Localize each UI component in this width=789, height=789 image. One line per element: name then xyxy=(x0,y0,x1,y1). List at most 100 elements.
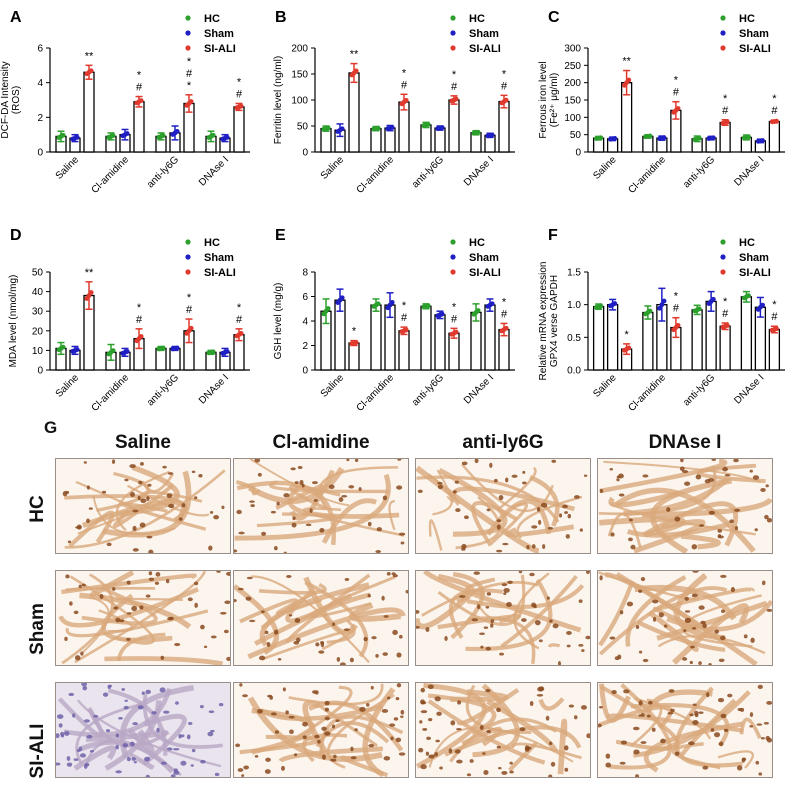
panel-f-bar-sham-saline xyxy=(606,304,619,371)
panel-e-point xyxy=(325,306,331,311)
panel-a-significance: * xyxy=(137,70,142,82)
panel-f-significance: # xyxy=(771,311,778,323)
panel-e-point xyxy=(375,301,381,307)
panel-d-point xyxy=(110,348,116,354)
panel-a-bar-si-ali-saline xyxy=(83,71,95,153)
panel-a-point xyxy=(110,133,116,139)
panel-d-legend-label-hc: HC xyxy=(204,237,220,249)
panel-e-point xyxy=(339,295,345,301)
panel-a-point xyxy=(60,132,66,138)
panel-e-significance: * xyxy=(452,301,457,313)
panel-d-point xyxy=(60,344,66,350)
panel-e-point xyxy=(503,325,509,331)
panel-b-legend-label-si-ali: SI-ALI xyxy=(469,43,501,55)
panel-f-point xyxy=(626,345,632,351)
panel-e-ytick-label: 8 xyxy=(302,268,308,279)
panel-b-legend-label-sham: Sham xyxy=(469,28,499,40)
panel-c-legend-label-hc: HC xyxy=(739,13,755,25)
panel-a-point xyxy=(210,132,216,138)
panel-d-legend-label-si-ali: SI-ALI xyxy=(204,267,236,279)
panel-a-ytick-label: 0 xyxy=(37,148,43,159)
panel-c-ytick-label: 200 xyxy=(564,78,581,89)
panel-d-point xyxy=(210,349,216,355)
panel-e-bar-sham-dnase-i xyxy=(484,304,496,371)
panel-a-point xyxy=(74,134,80,140)
histology-image-2-2 xyxy=(233,570,409,666)
panel-c-point xyxy=(724,119,730,125)
panel-c-ytick-label: 100 xyxy=(564,113,581,124)
histology-image-1-3 xyxy=(415,458,591,554)
panel-f-ytick-label: 0.5 xyxy=(567,333,581,344)
panel-f-legend-label-hc: HC xyxy=(739,237,755,249)
panel-b-significance: * xyxy=(452,69,457,81)
panel-b-significance: # xyxy=(501,80,508,92)
panel-c-ytick-label: 250 xyxy=(564,61,581,72)
panel-a-significance: # xyxy=(136,82,143,94)
panel-b-bar-hc-saline xyxy=(320,127,332,153)
panel-b-legend-label-hc: HC xyxy=(469,13,485,25)
panel-b-point xyxy=(475,129,481,135)
panel-f-point xyxy=(647,308,653,314)
panel-e-bar-sham-anti-ly6g xyxy=(434,314,446,371)
panel-f-category-label: DNAse I xyxy=(732,372,766,406)
panel-d-point xyxy=(160,345,166,351)
panel-f-legend-marker-sham xyxy=(720,254,726,260)
histology-image-2-3 xyxy=(415,570,591,666)
panel-e-legend-label-sham: Sham xyxy=(469,252,499,264)
panel-e-point xyxy=(353,340,359,345)
panel-f-significance: * xyxy=(624,329,629,341)
panel-a-significance: * xyxy=(187,56,192,68)
panel-e-legend-marker-si-ali xyxy=(450,269,456,275)
panel-b-ytick-label: 100 xyxy=(291,96,308,107)
panel-b-category-label: anti-ly6G xyxy=(410,154,446,190)
panel-f-bar-hc-anti-ly6g xyxy=(691,309,703,371)
panel-f-significance: * xyxy=(723,296,728,308)
panel-a-legend-marker-si-ali xyxy=(185,45,191,51)
panel-a-ytick-label: 4 xyxy=(37,78,43,89)
panel-c-significance: # xyxy=(673,87,680,99)
panel-b-legend-marker-hc xyxy=(450,15,456,21)
panel-b-point xyxy=(325,125,331,131)
panel-b-category-label: Saline xyxy=(319,154,347,182)
panel-e-legend-label-si-ali: SI-ALI xyxy=(469,267,501,279)
panel-a-point xyxy=(188,99,194,104)
panel-a-point xyxy=(224,134,230,140)
panel-c-point xyxy=(675,106,681,111)
panel-c-ytick-label: 50 xyxy=(570,130,582,141)
panel-c-significance: * xyxy=(772,93,777,105)
panel-d-point xyxy=(174,345,180,351)
panel-b-point xyxy=(353,68,359,74)
panel-c-ytick-label: 150 xyxy=(564,96,581,107)
panel-e-category-label: DNAse I xyxy=(462,372,496,406)
panel-e-bar-si-ali-saline xyxy=(348,342,360,371)
panel-f-category-label: Cl-amidine xyxy=(626,372,668,414)
panel-d-point xyxy=(124,349,130,354)
panel-label-g: G xyxy=(44,418,58,437)
panel-e-legend-marker-hc xyxy=(450,239,456,245)
panel-d-category-label: Saline xyxy=(54,372,82,400)
panel-d-letter: D xyxy=(10,227,22,244)
panel-b-ytick-label: 50 xyxy=(297,122,309,133)
panel-a-bar-si-ali-dnase-i xyxy=(233,106,245,153)
panel-c-point xyxy=(746,134,751,140)
panel-f-ytick-label: 1.5 xyxy=(567,268,581,279)
panel-e-significance: # xyxy=(501,308,508,320)
histology-image-3-1 xyxy=(55,682,231,778)
panel-e-bar-hc-cl-amidine xyxy=(370,304,382,371)
histology-image-2-4 xyxy=(597,570,773,666)
panel-b-bar-sham-anti-ly6g xyxy=(434,127,446,153)
row-header-hc: HC xyxy=(27,495,48,523)
panel-a-point xyxy=(88,68,94,74)
panel-f-point xyxy=(612,301,618,306)
panel-c-point xyxy=(760,138,765,143)
panel-f-legend-marker-hc xyxy=(720,239,726,245)
panel-e-point xyxy=(425,303,431,309)
panel-a-ylabel: (ROS) xyxy=(11,86,22,114)
panel-c-category-label: Saline xyxy=(591,154,619,182)
panel-c-legend-label-sham: Sham xyxy=(739,28,769,40)
panel-a-letter: A xyxy=(10,9,22,26)
panel-d-point xyxy=(138,334,144,339)
panel-d-point xyxy=(238,331,244,336)
